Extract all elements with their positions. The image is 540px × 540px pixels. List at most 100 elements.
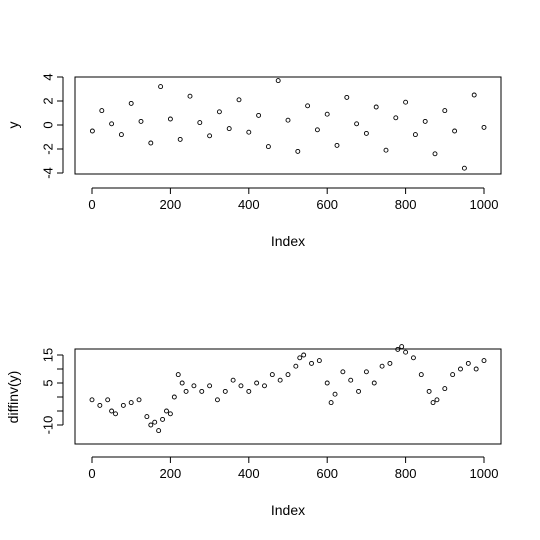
data-point [256,112,262,118]
data-point [214,397,220,403]
data-point [197,120,203,126]
data-point [148,422,154,428]
data-point [305,103,311,109]
data-point [148,140,154,146]
data-point [363,130,369,136]
y-tick-label: 0 [40,121,55,128]
data-point [236,97,242,103]
y-axis-label-bottom: diffinv(y) [5,371,21,424]
data-point [97,402,103,408]
data-point [295,148,301,154]
y-tick-label: -10 [40,416,55,435]
data-point [473,366,479,372]
data-point [383,147,389,153]
data-point [171,394,177,400]
data-point [109,408,115,414]
x-axis-top: 0 200 400 600 800 1000 [88,187,498,212]
data-point [458,366,463,372]
plot-panel-bottom: 0 200 400 600 800 1000 -10 5 15 Index diffinv(y… [5,344,502,518]
data-point [334,142,340,148]
data-point [348,377,354,383]
data-point [461,165,467,171]
data-point [356,388,362,394]
data-point [363,369,369,375]
x-tick-label: 600 [316,466,338,481]
data-point [387,360,393,366]
data-point [324,111,330,117]
data-point [144,414,150,420]
data-point [109,121,115,127]
data-point [293,363,299,369]
data-point [314,127,320,133]
data-point [199,388,205,394]
data-point [269,372,275,378]
x-tick-label: 600 [316,197,338,212]
x-tick-label: 400 [238,466,260,481]
data-point [285,117,291,123]
data-point [120,402,126,408]
data-point [452,128,458,134]
data-point [316,358,322,364]
data-point [275,78,281,84]
data-point [430,400,436,406]
data-point [432,151,438,157]
x-tick-label: 0 [88,197,95,212]
data-point [175,372,181,378]
data-point [222,388,228,394]
data-point [465,360,471,366]
data-point [481,358,487,364]
data-points-top [89,78,487,171]
data-point [395,346,401,352]
data-point [128,400,134,406]
data-point [156,428,162,434]
data-point [128,100,134,106]
data-point [179,380,185,386]
y-tick-label: 5 [40,379,55,386]
data-point [412,132,418,138]
plot-frame-top [74,76,502,175]
data-point [265,144,271,150]
data-point [136,397,142,403]
data-points-bottom [89,344,487,434]
data-point [332,391,338,397]
data-point [191,383,197,389]
data-point [371,380,377,386]
data-point [152,419,158,425]
x-tick-label: 400 [238,197,260,212]
data-point [89,128,95,134]
data-point [158,84,164,90]
x-tick-label: 0 [88,466,95,481]
data-point [426,388,432,394]
data-point [442,108,448,114]
data-point [207,383,213,389]
y-axis-top: -4 -2 0 2 4 [40,73,64,179]
data-point [393,115,399,121]
data-point [254,380,260,386]
data-point [450,372,456,378]
data-point [277,377,283,383]
data-point [297,355,303,361]
y-tick-label: 4 [40,73,55,80]
data-point [422,118,428,124]
plot-panel-top: 0 200 400 600 800 1000 -4 -2 0 2 4 Index y [5,73,502,249]
data-point [246,388,252,394]
x-tick-label: 800 [395,466,417,481]
data-point [226,126,232,132]
data-point [138,118,144,124]
data-point [164,408,169,414]
data-point [99,108,105,114]
data-point [442,386,448,392]
x-axis-label-bottom: Index [271,502,305,518]
data-point [230,377,236,383]
data-point [324,380,330,386]
data-point [177,136,183,142]
x-tick-label: 200 [160,197,182,212]
data-point [471,92,477,98]
data-point [373,104,379,110]
data-point [105,397,111,403]
y-tick-label: -4 [40,167,55,179]
data-point [481,124,487,130]
data-point [238,383,244,389]
data-point [340,369,346,375]
